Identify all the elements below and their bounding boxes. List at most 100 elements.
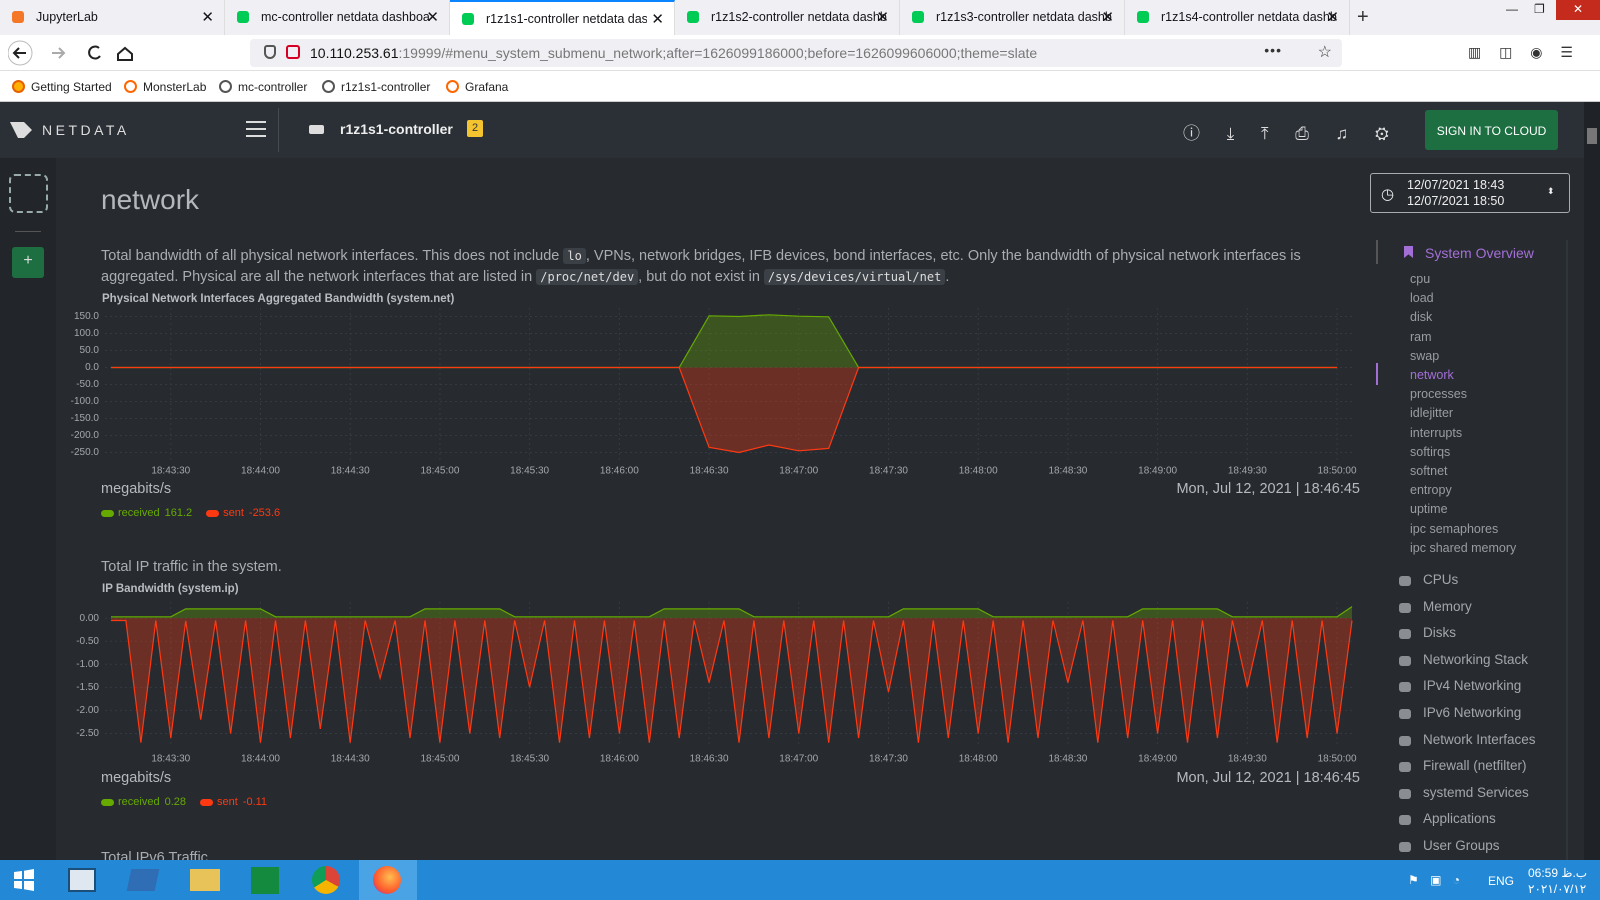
taskbar-app[interactable] [298, 860, 356, 900]
menu-item[interactable]: ipc semaphores [1410, 521, 1499, 536]
bookmark[interactable]: Getting Started [12, 80, 112, 94]
menu-section[interactable]: Memory [1423, 598, 1472, 614]
tab[interactable]: JupyterLab ✕ [0, 0, 225, 35]
x-tick-label: 18:45:00 [420, 466, 459, 477]
scrollbar[interactable] [1584, 102, 1600, 860]
menu-item[interactable]: disk [1410, 310, 1433, 325]
area [110, 314, 1338, 368]
window-controls[interactable]: — ❐ ✕ [1500, 0, 1600, 22]
left-sidebar: + [0, 158, 56, 860]
menu-item[interactable]: softirqs [1410, 444, 1451, 459]
menu-section[interactable]: Firewall (netfilter) [1423, 758, 1527, 774]
menu-item[interactable]: load [1410, 291, 1434, 306]
host-icon [309, 125, 324, 134]
menu-section[interactable]: Network Interfaces [1423, 731, 1536, 747]
tab-close[interactable]: ✕ [1101, 9, 1114, 26]
tab-close[interactable]: ✕ [201, 9, 214, 26]
menu-item[interactable]: interrupts [1410, 425, 1463, 440]
language[interactable]: ENG [1488, 874, 1515, 888]
clock-time[interactable]: ب.ظ 06:59 [1528, 866, 1588, 880]
menu-section[interactable]: User Groups [1423, 838, 1500, 853]
legend-item[interactable]: received 161.2 [101, 507, 192, 519]
tab[interactable]: r1z1s1-controller netdata dashb ✕ [450, 0, 675, 35]
new-tab[interactable]: + [1357, 6, 1369, 28]
menu-overview[interactable]: System Overview [1425, 245, 1534, 261]
tab-close[interactable]: ✕ [1326, 9, 1339, 26]
bookmark[interactable]: MonsterLab [124, 80, 206, 94]
menu-section[interactable]: IPv6 Networking [1423, 705, 1522, 720]
menu-scrollbar[interactable] [1566, 240, 1568, 860]
sign-in-button[interactable]: SIGN IN TO CLOUD [1425, 110, 1558, 150]
start-button[interactable] [4, 860, 62, 900]
url-host: 10.110.253.61 [310, 45, 399, 61]
date-picker[interactable]: ◷ 12/07/2021 18:43 12/07/2021 18:50 ⬍ [1370, 173, 1570, 213]
menu-section[interactable]: IPv4 Networking [1423, 678, 1522, 694]
divider [278, 108, 279, 152]
menu-item[interactable]: processes [1410, 387, 1467, 402]
x-tick-label: 18:48:00 [959, 754, 998, 765]
menu-item[interactable]: softnet [1410, 464, 1448, 478]
netdata-logo [10, 122, 32, 138]
y-tick-label: -0.50 [76, 636, 99, 647]
legend-item[interactable]: sent -0.11 [200, 796, 267, 808]
tray-icons[interactable]: ⚑ ▣ ◔ [1408, 873, 1461, 887]
scroll-thumb[interactable] [1587, 128, 1597, 144]
menu-item[interactable]: idlejitter [1410, 406, 1454, 421]
menu-section[interactable]: CPUs [1423, 572, 1459, 587]
url-bar[interactable]: 10.110.253.61:19999/#menu_system_submenu… [250, 39, 1342, 67]
alert-badge[interactable]: 2 [467, 120, 483, 137]
taskbar-app[interactable] [176, 860, 234, 900]
add-space[interactable]: + [12, 247, 44, 278]
header-icons[interactable]: ⓘ ⤓ ⤒ ⎙ ♫ ⚙ [1183, 124, 1389, 143]
x-tick-label: 18:47:00 [779, 466, 818, 477]
bookmark[interactable]: r1z1s1-controller [322, 80, 430, 94]
menu-item[interactable]: ram [1410, 329, 1432, 344]
menu-item[interactable]: swap [1410, 348, 1440, 363]
tab-close[interactable]: ✕ [876, 9, 889, 26]
bookmark-star[interactable]: ☆ [1317, 44, 1332, 61]
clock-date[interactable]: ۲۰۲۱/۰۷/۱۲ [1528, 882, 1587, 896]
nav-buttons[interactable] [8, 39, 228, 67]
menu-section[interactable]: Networking Stack [1423, 651, 1529, 667]
legend-item[interactable]: received 0.28 [101, 796, 186, 808]
x-tick-label: 18:44:30 [331, 466, 370, 477]
description-text: , VPNs, network bridges, IFB devices, bo… [101, 248, 1301, 285]
tab-close[interactable]: ✕ [426, 9, 439, 26]
x-tick-label: 18:47:00 [779, 754, 818, 765]
more-icon[interactable]: ••• [1264, 42, 1282, 58]
menu-section[interactable]: Applications [1423, 811, 1496, 827]
line [111, 606, 1353, 618]
host-name[interactable]: r1z1s1-controller [340, 121, 453, 137]
hamburger[interactable] [245, 120, 267, 138]
space-slot[interactable] [9, 174, 48, 213]
tab[interactable]: r1z1s3-controller netdata dashb ✕ [900, 0, 1125, 35]
tab[interactable]: mc-controller netdata dashboa ✕ [225, 0, 450, 35]
taskbar-app[interactable] [237, 860, 295, 900]
date-from: 12/07/2021 18:43 [1407, 178, 1505, 192]
tab[interactable]: r1z1s2-controller netdata dashb ✕ [675, 0, 900, 35]
menu-item[interactable]: uptime [1410, 502, 1448, 517]
toolbar-icons[interactable]: ▥ ◫ ◉ ☰ [1468, 44, 1573, 60]
bookmark[interactable]: Grafana [446, 80, 508, 94]
bookmark-label: r1z1s1-controller [341, 80, 431, 94]
menu-section[interactable]: Disks [1423, 625, 1456, 641]
taskbar-app[interactable] [54, 860, 112, 900]
x-tick-label: 18:46:30 [690, 466, 729, 477]
units: megabits/s [101, 481, 172, 497]
menu-item[interactable]: cpu [1410, 272, 1431, 286]
tab-close[interactable]: ✕ [647, 10, 664, 28]
tab-icon [687, 11, 699, 23]
menu-item[interactable]: network [1410, 368, 1454, 382]
bookmark[interactable]: mc-controller [219, 80, 307, 94]
taskbar-app[interactable] [359, 860, 417, 900]
tab[interactable]: r1z1s4-controller netdata dashb ✕ [1125, 0, 1350, 35]
menu-item[interactable]: ipc shared memory [1410, 540, 1517, 555]
section-icon [1399, 682, 1411, 693]
legend-value: -0.11 [242, 796, 268, 808]
menu-item[interactable]: entropy [1410, 483, 1452, 498]
menu-section[interactable]: systemd Services [1423, 784, 1529, 800]
x-tick-label: 18:47:30 [869, 466, 908, 477]
x-tick-label: 18:49:30 [1228, 754, 1267, 765]
taskbar-app[interactable] [115, 860, 173, 900]
legend-item[interactable]: sent -253.6 [206, 507, 280, 519]
